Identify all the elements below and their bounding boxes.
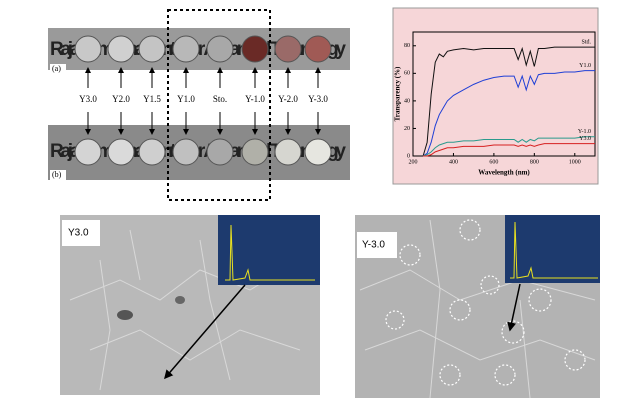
sample-label: Y3.0 (79, 94, 97, 104)
series-line (422, 46, 595, 157)
highlight-box (167, 9, 271, 201)
sem-label: Y3.0 (68, 228, 89, 239)
arrow (507, 283, 521, 332)
y-axis-label: Transparency (%) (394, 66, 402, 121)
arrow (164, 284, 246, 380)
sample-disk (74, 35, 102, 63)
series-line (422, 136, 595, 157)
y-tick-label: 80 (404, 43, 410, 49)
sample-disk (206, 35, 234, 63)
sample-disk (241, 138, 269, 166)
series-label: Y-1.0 (578, 129, 591, 135)
x-tick-label: 600 (489, 159, 498, 165)
series-label: Y1.0 (579, 63, 591, 69)
sample-disk (107, 35, 135, 63)
x-tick-label: 800 (530, 159, 539, 165)
y-tick-label: 0 (407, 153, 410, 159)
sample-disk (172, 35, 200, 63)
sample-label: Y1.0 (177, 94, 195, 104)
label-box (357, 232, 397, 258)
sample-disk (138, 35, 166, 63)
sample-label: Sto. (213, 94, 227, 104)
sample-disk (138, 138, 166, 166)
label-box (62, 220, 100, 246)
sample-label: Y-3.0 (308, 94, 328, 104)
grain-boundaries (359, 219, 596, 399)
sample-disk (304, 35, 332, 63)
sample-label: Y1.5 (143, 94, 161, 104)
y-tick-label: 20 (404, 126, 410, 132)
sample-disk (172, 138, 200, 166)
x-tick-label: 1000 (569, 159, 581, 165)
sample-disk (74, 138, 102, 166)
panel-tag-bg (50, 64, 66, 74)
series-line (423, 143, 595, 157)
sample-disk (241, 35, 269, 63)
pore (117, 310, 133, 320)
x-tick-label: 200 (409, 159, 418, 165)
sample-disk (274, 138, 302, 166)
eds-inset (505, 215, 600, 283)
pore-circles (385, 219, 586, 386)
sample-label: Y-1.0 (245, 94, 265, 104)
grain-boundaries (69, 229, 301, 391)
panel-tag: (b) (52, 170, 62, 179)
panel-tag-bg (50, 170, 66, 180)
panel-tag: (a) (52, 64, 61, 73)
chart-panel (392, 7, 599, 185)
sample-label: Y-2.0 (278, 94, 298, 104)
y-tick-label: 60 (404, 71, 410, 77)
eds-spectrum (225, 224, 315, 281)
sample-disk (274, 35, 302, 63)
sample-disk (304, 138, 332, 166)
series-label: Std. (581, 40, 591, 46)
series-label: Y3.0 (579, 136, 591, 142)
series-line (422, 70, 595, 157)
eds-spectrum (510, 221, 598, 279)
sample-disk (107, 138, 135, 166)
x-axis-label: Wavelength (nm) (478, 169, 530, 177)
pore (175, 296, 185, 304)
y-tick-label: 40 (404, 98, 410, 104)
sample-label: Y2.0 (112, 94, 130, 104)
eds-inset (218, 215, 320, 285)
x-tick-label: 400 (449, 159, 458, 165)
sample-disk (206, 138, 234, 166)
plot-area (412, 31, 596, 157)
sem-label: Y-3.0 (362, 240, 385, 251)
